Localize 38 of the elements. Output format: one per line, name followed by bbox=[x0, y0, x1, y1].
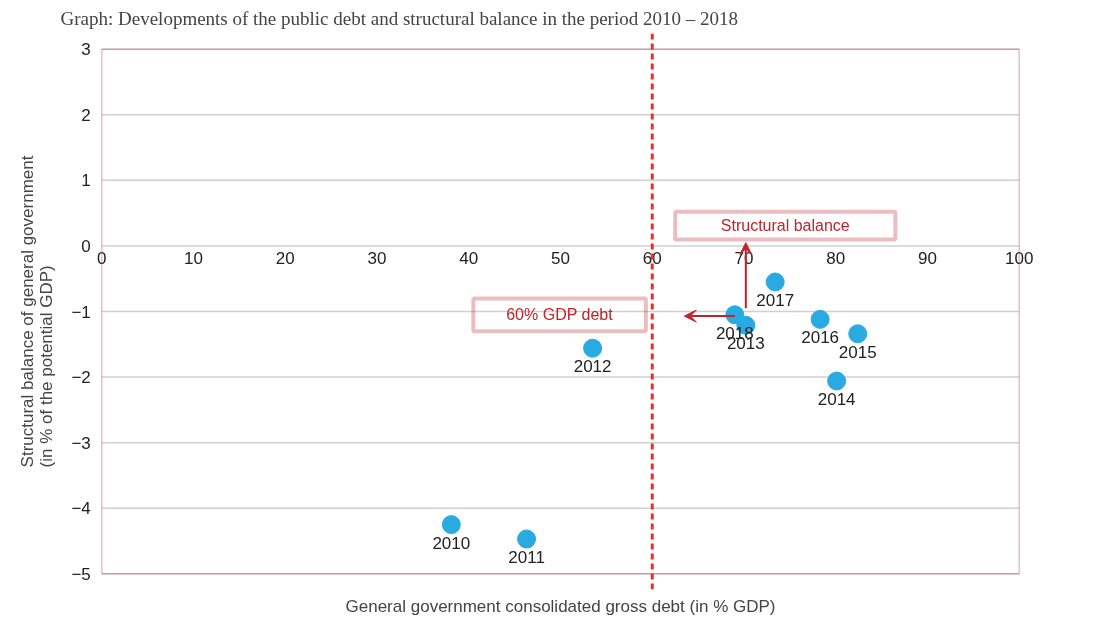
x-tick-label: 80 bbox=[826, 248, 846, 268]
annotation: 2014 bbox=[817, 390, 856, 409]
x-tick-label: 20 bbox=[275, 248, 295, 268]
x-tick-label: 30 bbox=[367, 248, 387, 268]
y-tick-label: 2 bbox=[81, 105, 91, 125]
x-tick-label: 100 bbox=[1005, 248, 1034, 268]
annotation: 60% GDP debt bbox=[506, 306, 614, 324]
point bbox=[848, 324, 868, 344]
x-tick-label: 50 bbox=[551, 248, 570, 268]
annotation: 2015 bbox=[838, 342, 877, 362]
point bbox=[810, 309, 830, 329]
y-tick-label: −3 bbox=[71, 433, 91, 453]
annotation: 2010 bbox=[432, 533, 471, 553]
annotation: 2011 bbox=[508, 548, 545, 568]
x-tick-label: 60 bbox=[642, 248, 662, 268]
annotation: Structural balance bbox=[720, 217, 850, 235]
y-tick-label: −1 bbox=[71, 302, 91, 322]
annotation: 2016 bbox=[801, 328, 840, 348]
point bbox=[827, 371, 847, 391]
y-axis-title: Structural balance of general government (in % of the potential GDP) bbox=[17, 155, 56, 468]
annotation: 2012 bbox=[573, 357, 612, 377]
x-tick-label: 40 bbox=[459, 248, 479, 268]
x-tick-label: 0 bbox=[97, 248, 107, 268]
point bbox=[725, 305, 745, 325]
point bbox=[441, 515, 461, 535]
point bbox=[765, 272, 785, 292]
y-tick-label: −2 bbox=[71, 368, 91, 388]
x-tick-label: 90 bbox=[918, 248, 937, 268]
annotation: 2017 bbox=[756, 291, 795, 310]
y-tick-label: 1 bbox=[81, 171, 91, 191]
point bbox=[517, 529, 537, 549]
y-tick-label: −5 bbox=[71, 564, 91, 584]
x-axis-title: General government consolidated gross debt (in % GDP) bbox=[345, 596, 776, 616]
x-tick-label: 10 bbox=[184, 248, 203, 268]
y-tick-label: 3 bbox=[81, 40, 91, 60]
y-tick-label: −4 bbox=[71, 499, 91, 519]
chart-title: Graph: Developments of the public debt and structural balance in the period 2010 – 2018 bbox=[60, 7, 738, 29]
point bbox=[583, 338, 603, 358]
